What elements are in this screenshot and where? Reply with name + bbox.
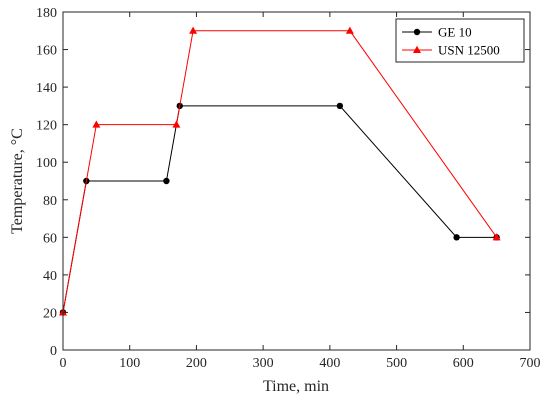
y-tick-label: 120 <box>36 119 57 134</box>
legend-marker-ge10 <box>413 28 421 36</box>
y-tick-label: 20 <box>43 306 57 321</box>
data-point-ge10 <box>453 234 460 241</box>
data-point-ge10 <box>163 177 170 185</box>
x-tick-label: 0 <box>60 356 67 371</box>
legend-label-ge10: GE 10 <box>438 25 472 40</box>
y-tick-label: 80 <box>43 194 57 209</box>
x-tick-label: 300 <box>253 356 274 371</box>
y-axis-title: Temperature, °C <box>9 128 26 234</box>
y-tick-label: 160 <box>36 44 57 59</box>
series-layer <box>59 26 501 316</box>
data-point-ge10 <box>336 102 344 110</box>
legend-box <box>395 18 525 63</box>
y-tick-label: 180 <box>36 6 57 21</box>
y-tick-label: 60 <box>43 231 57 246</box>
data-point-usn12500 <box>492 233 501 241</box>
data-point-usn12500 <box>92 120 101 128</box>
x-tick-label: 700 <box>520 356 541 371</box>
x-tick-label: 500 <box>386 356 407 371</box>
legend-label-usn12500: USN 12500 <box>438 43 500 58</box>
x-tick-label: 600 <box>453 356 474 371</box>
data-point-usn12500 <box>345 26 354 34</box>
plot-frame <box>62 11 531 351</box>
legend: GE 10 USN 12500 <box>395 18 525 63</box>
data-point-usn12500 <box>189 26 198 34</box>
series-line-usn12500 <box>62 30 498 313</box>
y-tick-label: 0 <box>50 344 57 359</box>
data-point-usn12500 <box>172 120 181 128</box>
y-tick-label: 100 <box>36 156 57 171</box>
x-tick-label: 200 <box>186 356 207 371</box>
x-tick-label: 100 <box>119 356 140 371</box>
ticks-layer: 0 100 200 300 400 500 600 700 0 20 40 60 80 100 120 140… <box>36 6 541 371</box>
x-tick-label: 400 <box>319 356 340 371</box>
y-tick-label: 40 <box>43 269 57 284</box>
x-axis-title: Time, min <box>263 378 329 395</box>
legend-marker-usn12500 <box>413 45 421 53</box>
y-tick-label: 140 <box>36 81 57 96</box>
